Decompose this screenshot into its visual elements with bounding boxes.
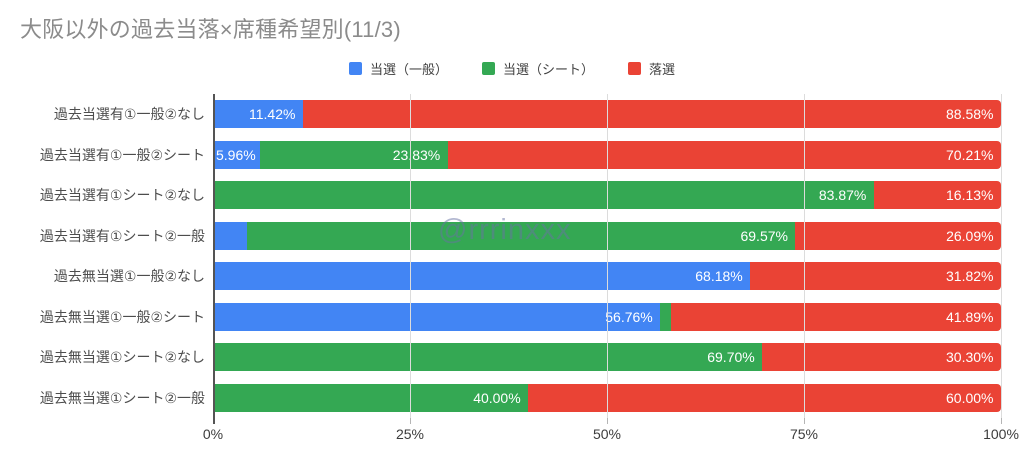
gridline [606,94,608,418]
bar-segment [213,262,751,291]
gridline [1000,94,1002,418]
axis-tick [606,418,608,424]
bar-row: 68.18%0.00%31.82% [213,262,1001,291]
bar-row: 0.00%83.87%16.13% [213,181,1001,210]
category-label: 過去当選有①一般②なし [53,106,205,123]
bar-row: 11.42%0.00%88.58% [213,100,1001,129]
bar-rows: 11.42%0.00%88.58%5.96%23.83%70.21%0.00%8… [213,94,1002,418]
bar-value-label: 68.18% [695,268,743,285]
bar-value-label: 41.89% [946,308,994,325]
bar-value-label: 40.00% [473,389,521,406]
category-label: 過去無当選①シート②一般 [39,389,205,406]
legend-item-2: 落選 [628,59,675,78]
bar-row: 4.35%69.57%26.09% [213,221,1002,250]
category-label: 過去無当選①一般②なし [53,268,205,285]
x-axis-tick-label: 50% [592,426,622,442]
bar-segment [750,262,1001,291]
x-axis-tick-label: 100% [983,426,1019,442]
axis-tick [213,418,215,424]
bar-value-label: 69.70% [707,349,755,366]
bar-value-label: 30.30% [946,349,994,366]
bar-segment [795,221,1002,250]
axis-tick [409,418,411,424]
bar-value-label: 16.13% [946,187,994,204]
axis-tick [803,418,805,424]
bar-segment [302,100,1001,129]
bar-segment [213,221,248,250]
legend-swatch-icon [348,61,362,75]
axis-tick [1000,418,1002,424]
bar-segment [213,383,529,412]
bar-segment [660,302,671,331]
bar-segment [213,302,661,331]
chart-title: 大阪以外の過去当落×席種希望別(11/3) [20,17,401,42]
category-label: 過去無当選①シート②なし [39,349,205,366]
x-axis: 0% 25% 50% 75% 100% [203,426,1019,444]
bar-segment [447,140,1001,169]
legend: 当選（一般） 当選（シート） 落選 [0,58,1024,78]
bar-segment [762,343,1001,372]
bar-row: 0.00%69.70%30.30% [213,343,1001,372]
y-axis-line [213,94,215,418]
bar-value-label: 23.83% [392,146,441,163]
legend-label: 当選（一般） [369,61,448,77]
category-label: 過去当選有①シート②一般 [39,227,205,244]
bar-value-label: 69.57% [740,227,788,244]
bar-value-label: 11.42% [248,106,296,123]
legend-label: 当選（シート） [502,61,594,77]
bar-value-label: 60.00% [946,389,994,406]
bar-value-label: 5.96% [216,146,256,163]
bar-segment [213,181,874,210]
bar-segment [873,181,1001,210]
category-axis: 過去当選有①一般②なし過去当選有①一般②シート 過去当選有①シート②なし 過去当選有… [0,94,205,418]
category-label: 過去当選有①シート②なし [39,187,205,204]
plot-area: 11.42%0.00%88.58%5.96%23.83%70.21%0.00%8… [213,94,1002,424]
bar-segment [213,140,260,169]
bar-segment [259,140,448,169]
bar-value-label: 88.58% [946,106,994,123]
bar-row: 56.76%1.35%41.89% [213,302,1001,331]
bar-value-label: 70.21% [946,146,994,163]
gridline [803,94,805,418]
bar-segment [528,383,1001,412]
bar-row: 5.96% 23.83% 70.21% [213,140,1001,169]
bar-segment [213,100,303,129]
x-axis-tick-label: 0% [202,426,224,442]
bar-segment [247,221,796,250]
x-axis-tick-label: 25% [395,426,425,442]
legend-label: 落選 [649,61,676,77]
legend-swatch-icon [628,61,641,75]
legend-item-0: 当選（一般） [348,59,448,78]
bar-segment [670,302,1001,331]
legend-item-1: 当選（シート） [481,59,594,78]
x-axis-tick-label: 75% [789,426,819,442]
bar-value-label: 31.82% [946,268,994,285]
gridline [409,94,411,418]
bar-value-label: 56.76% [605,308,653,325]
category-label: 過去当選有①一般②シート [39,146,205,163]
category-label: 過去無当選①一般②シート [39,308,205,325]
legend-swatch-icon [481,61,495,75]
bar-value-label: 83.87% [818,187,867,204]
bar-value-label: 26.09% [946,227,994,244]
bar-segment [213,343,763,372]
